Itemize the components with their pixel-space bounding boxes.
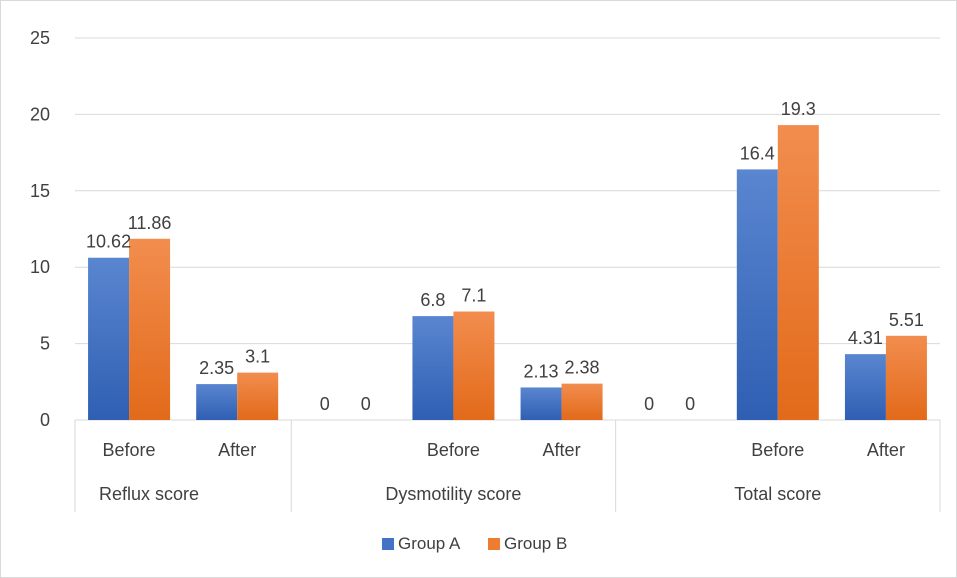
bar-group-a: [736, 169, 778, 420]
bar-group-b: [129, 238, 171, 420]
bar-group-a: [412, 316, 454, 420]
bar-group-b: [885, 335, 927, 420]
category-label: Before: [427, 440, 480, 460]
data-label: 16.4: [740, 143, 775, 163]
legend-swatch: [382, 538, 394, 550]
y-tick-label: 15: [30, 181, 50, 201]
bar-group-a: [196, 384, 238, 420]
data-label: 5.51: [889, 310, 924, 330]
category-label: After: [867, 440, 905, 460]
category-label: After: [218, 440, 256, 460]
y-tick-label: 5: [40, 334, 50, 354]
data-label: 2.38: [565, 358, 600, 378]
category-label: After: [543, 440, 581, 460]
data-label: 0: [361, 394, 371, 414]
data-label: 0: [320, 394, 330, 414]
bar-group-b: [777, 125, 819, 420]
y-tick-label: 0: [40, 410, 50, 430]
y-tick-label: 10: [30, 257, 50, 277]
legend-swatch: [488, 538, 500, 550]
bar-group-a: [88, 257, 130, 420]
data-label: 19.3: [781, 99, 816, 119]
y-tick-label: 20: [30, 104, 50, 124]
group-label: Dysmotility score: [385, 484, 521, 504]
category-label: Before: [103, 440, 156, 460]
group-label: Reflux score: [99, 484, 199, 504]
data-label: 0: [644, 394, 654, 414]
data-label: 2.13: [524, 361, 559, 381]
legend-label: Group B: [504, 534, 567, 553]
data-label: 2.35: [199, 358, 234, 378]
bar-group-b: [453, 311, 495, 420]
bar-group-a: [844, 354, 886, 420]
bar-group-b: [237, 372, 279, 420]
group-label: Total score: [734, 484, 821, 504]
data-label: 7.1: [461, 286, 486, 306]
data-label: 11.86: [128, 213, 172, 233]
bar-group-b: [561, 383, 603, 420]
category-label: Before: [751, 440, 804, 460]
data-label: 3.1: [245, 347, 270, 367]
y-tick-label: 25: [30, 28, 50, 48]
data-label: 4.31: [848, 328, 883, 348]
data-label: 0: [685, 394, 695, 414]
bar-group-a: [520, 387, 562, 420]
data-label: 6.8: [420, 290, 445, 310]
legend-label: Group A: [398, 534, 461, 553]
data-label: 10.62: [86, 232, 131, 252]
